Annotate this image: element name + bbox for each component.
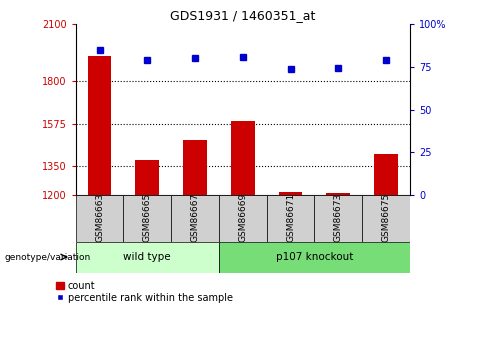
Text: GSM86673: GSM86673 <box>334 193 343 242</box>
Text: GSM86669: GSM86669 <box>238 193 247 242</box>
Text: GSM86671: GSM86671 <box>286 193 295 242</box>
Bar <box>123 195 171 242</box>
Bar <box>326 193 350 195</box>
Bar <box>314 195 362 242</box>
Text: GSM86663: GSM86663 <box>95 193 104 242</box>
Text: wild type: wild type <box>123 252 171 262</box>
Bar <box>231 121 255 195</box>
Bar <box>219 195 266 242</box>
Bar <box>87 57 111 195</box>
Text: GSM86665: GSM86665 <box>143 193 152 242</box>
Bar <box>279 192 303 195</box>
Bar <box>362 195 410 242</box>
Text: GSM86675: GSM86675 <box>382 193 390 242</box>
Text: p107 knockout: p107 knockout <box>276 252 353 262</box>
Legend: count, percentile rank within the sample: count, percentile rank within the sample <box>56 281 233 303</box>
Bar <box>219 241 410 273</box>
Text: GSM86667: GSM86667 <box>190 193 200 242</box>
Bar <box>266 195 314 242</box>
Title: GDS1931 / 1460351_at: GDS1931 / 1460351_at <box>170 9 315 22</box>
Bar <box>76 195 123 242</box>
Bar <box>171 195 219 242</box>
Bar <box>374 154 398 195</box>
Text: genotype/variation: genotype/variation <box>5 253 91 262</box>
Bar <box>183 140 207 195</box>
Bar <box>135 160 159 195</box>
Bar <box>76 241 219 273</box>
